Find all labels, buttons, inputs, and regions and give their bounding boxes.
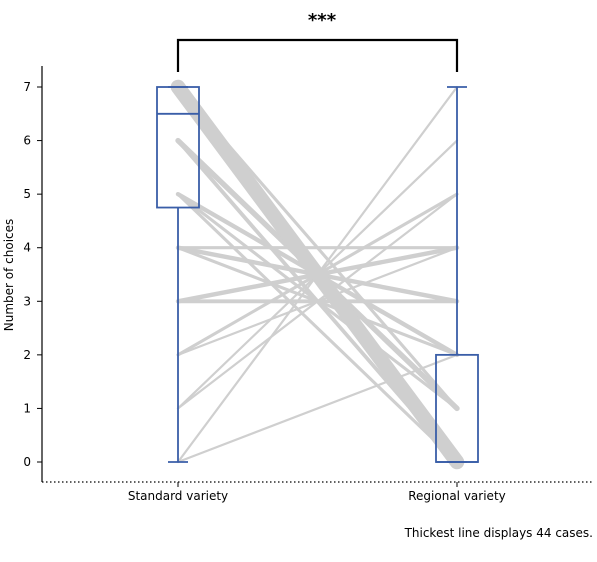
y-tick-label: 7: [23, 80, 31, 94]
x-ticks: Standard variety Regional variety: [128, 482, 506, 503]
axes: 0 1 2 3 4 5 6 7 Standard variety Regional variet…: [23, 66, 592, 503]
y-ticks: 0 1 2 3 4 5 6 7: [23, 80, 42, 469]
y-tick-label: 1: [23, 401, 31, 415]
y-tick-label: 2: [23, 348, 31, 362]
y-tick-label: 6: [23, 134, 31, 148]
box: [156, 86, 200, 209]
y-tick-label: 4: [23, 241, 31, 255]
paired-lines: [170, 79, 465, 470]
boxplots: [156, 86, 479, 463]
y-axis-label: Number of choices: [2, 219, 16, 332]
footnote: Thickest line displays 44 cases.: [404, 526, 593, 540]
y-tick-label: 5: [23, 187, 31, 201]
boxplot-standard: [156, 86, 200, 463]
y-tick-label: 0: [23, 455, 31, 469]
category-label: Standard variety: [128, 489, 228, 503]
significance-label: ***: [308, 10, 337, 31]
significance-bracket: ***: [176, 10, 459, 72]
boxplot-regional: [435, 86, 479, 463]
category-label: Regional variety: [408, 489, 506, 503]
pair-line: [170, 79, 465, 470]
y-tick-label: 3: [23, 294, 31, 308]
pair-line: [176, 192, 459, 464]
